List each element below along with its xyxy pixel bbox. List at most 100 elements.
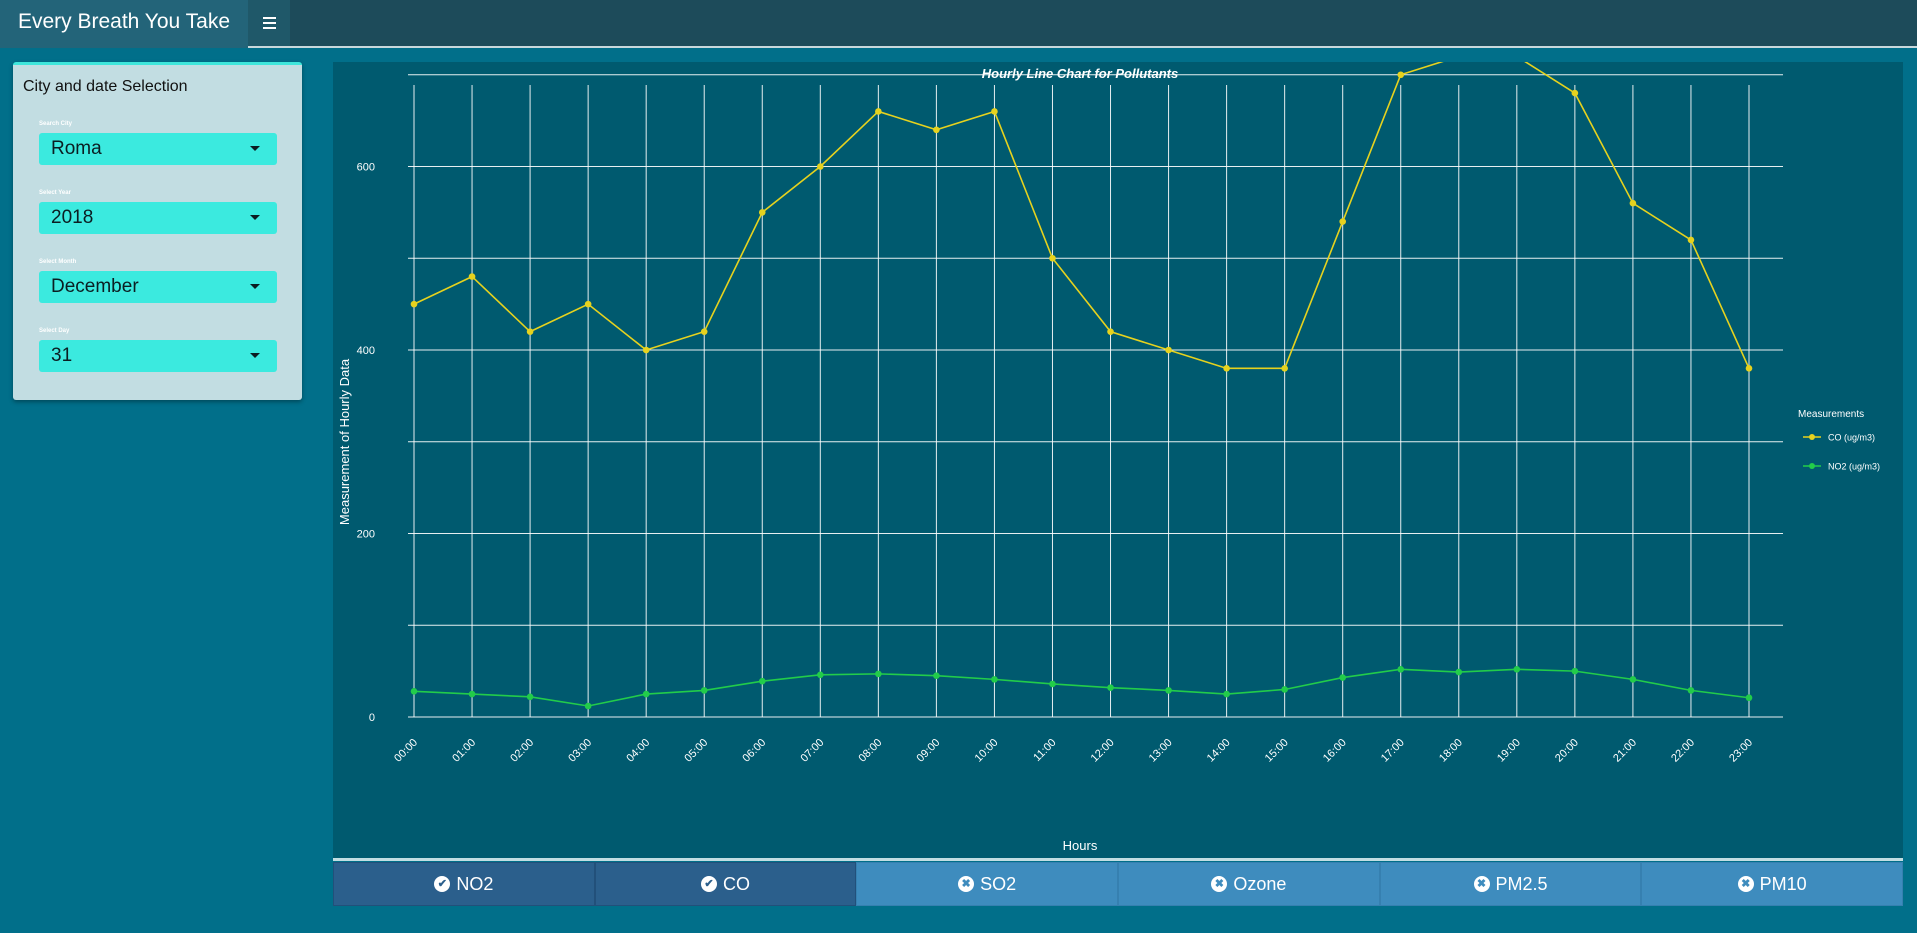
- series-point: [1629, 199, 1637, 207]
- day-value: 31: [51, 345, 73, 366]
- check-circle-icon: ✔: [701, 876, 717, 892]
- legend-title: Measurements: [1798, 409, 1864, 420]
- tab-pm10[interactable]: ✖ PM10: [1641, 862, 1904, 906]
- series-point: [584, 702, 592, 710]
- x-tick-label: 22:00: [1669, 737, 1697, 765]
- series-point: [1165, 687, 1172, 694]
- series-point: [1397, 665, 1405, 673]
- y-tick-label: 200: [357, 529, 375, 541]
- caret-down-icon: [250, 215, 260, 220]
- x-tick-label: 06:00: [740, 737, 768, 765]
- x-tick-label: 10:00: [973, 737, 1001, 765]
- series-point: [1339, 674, 1346, 681]
- series-point: [410, 300, 418, 308]
- chart-title: Hourly Line Chart for Pollutants: [982, 66, 1178, 81]
- series-line-0: [413, 62, 1750, 370]
- tab-co[interactable]: ✔ CO: [594, 862, 857, 906]
- series-point: [642, 346, 650, 354]
- series-point: [875, 108, 882, 115]
- city-date-selection-box: City and date Selection Search City Roma…: [13, 62, 302, 400]
- series-line-1: [413, 668, 1750, 707]
- series-point: [1397, 71, 1405, 79]
- series-point: [1513, 665, 1521, 673]
- y-axis-label: Measurement of Hourly Data: [337, 358, 352, 525]
- x-circle-icon: ✖: [1737, 876, 1754, 892]
- series-point: [1571, 667, 1579, 675]
- x-circle-icon: ✖: [958, 876, 975, 892]
- x-tick-label: 08:00: [857, 737, 885, 765]
- year-label: Select Year: [39, 190, 71, 196]
- legend-entry: NO2 (ug/m3): [1828, 462, 1880, 472]
- tab-pm25[interactable]: ✖ PM2.5: [1379, 862, 1642, 906]
- series-point: [817, 163, 824, 170]
- series-point: [700, 687, 708, 694]
- series-point: [991, 108, 998, 115]
- month-value: December: [51, 276, 139, 297]
- check-circle-icon: ✔: [434, 876, 451, 892]
- series-point: [933, 126, 940, 134]
- box-title: City and date Selection: [23, 78, 188, 95]
- series-point: [1223, 690, 1230, 698]
- caret-down-icon: [250, 146, 260, 151]
- series-point: [1049, 680, 1056, 688]
- legend-entry: CO (ug/m3): [1828, 433, 1875, 443]
- series-point: [410, 688, 418, 695]
- series-point: [1745, 365, 1753, 372]
- tab-label: NO2: [456, 873, 494, 894]
- x-tick-label: 23:00: [1727, 737, 1755, 765]
- hourly-line-chart: Hourly Line Chart for Pollutants 0 200 400 6…: [333, 62, 1903, 858]
- x-tick-label: 11:00: [1031, 737, 1058, 764]
- series-point: [1165, 346, 1172, 354]
- city-select[interactable]: Roma: [39, 133, 277, 165]
- x-circle-icon: ✖: [1211, 876, 1228, 892]
- tab-label: CO: [723, 873, 750, 894]
- series-point: [526, 693, 534, 701]
- tab-ozone[interactable]: ✖ Ozone: [1118, 862, 1380, 906]
- series-point: [1629, 676, 1637, 683]
- series-point: [933, 672, 940, 680]
- x-circle-icon: ✖: [1473, 876, 1490, 892]
- day-select[interactable]: 31: [39, 340, 277, 372]
- y-tick-label: 0: [369, 712, 375, 724]
- x-tick-label: 05:00: [682, 737, 710, 765]
- x-tick-label: 00:00: [392, 737, 420, 765]
- tab-label: PM2.5: [1495, 873, 1548, 894]
- series-point: [1281, 365, 1288, 372]
- hamburger-icon: [263, 17, 276, 32]
- month-label: Select Month: [39, 259, 77, 265]
- caret-down-icon: [250, 353, 260, 358]
- tab-label: SO2: [980, 873, 1017, 894]
- year-value: 2018: [51, 207, 94, 228]
- city-label: Search City: [39, 121, 73, 127]
- sidebar-toggle-button[interactable]: [248, 0, 290, 46]
- series-point: [1107, 684, 1114, 691]
- day-label: Select Day: [39, 328, 70, 334]
- series-point: [1339, 218, 1346, 225]
- app-title: Every Breath You Take: [0, 0, 248, 48]
- legend-marker: [1809, 463, 1815, 469]
- x-tick-label: 17:00: [1379, 737, 1407, 765]
- series-point: [991, 676, 998, 683]
- series-point: [1455, 668, 1463, 676]
- x-tick-label: 18:00: [1437, 737, 1465, 765]
- tab-no2[interactable]: ✔ NO2: [333, 862, 595, 906]
- x-tick-label: 13:00: [1147, 737, 1175, 765]
- app-header: Every Breath You Take: [0, 0, 1917, 48]
- x-tick-label: 21:00: [1611, 737, 1639, 765]
- series-point: [758, 677, 766, 685]
- x-tick-label: 16:00: [1321, 737, 1349, 765]
- x-tick-label: 15:00: [1263, 737, 1291, 765]
- pollutant-toggle-bar: ✔ NO2 ✔ CO ✖ SO2 ✖ Ozone ✖ PM2.5 ✖ PM10: [333, 862, 1904, 906]
- x-tick-label: 20:00: [1553, 737, 1581, 765]
- series-point: [817, 671, 824, 679]
- series-point: [526, 328, 534, 335]
- tab-so2[interactable]: ✖ SO2: [856, 862, 1119, 906]
- city-value: Roma: [51, 138, 102, 159]
- series-point: [468, 273, 476, 280]
- y-tick-label: 400: [357, 345, 375, 357]
- month-select[interactable]: December: [39, 271, 277, 303]
- tab-label: Ozone: [1233, 873, 1287, 894]
- year-select[interactable]: 2018: [39, 202, 277, 234]
- x-tick-label: 14:00: [1205, 737, 1233, 765]
- x-tick-label: 03:00: [566, 737, 594, 765]
